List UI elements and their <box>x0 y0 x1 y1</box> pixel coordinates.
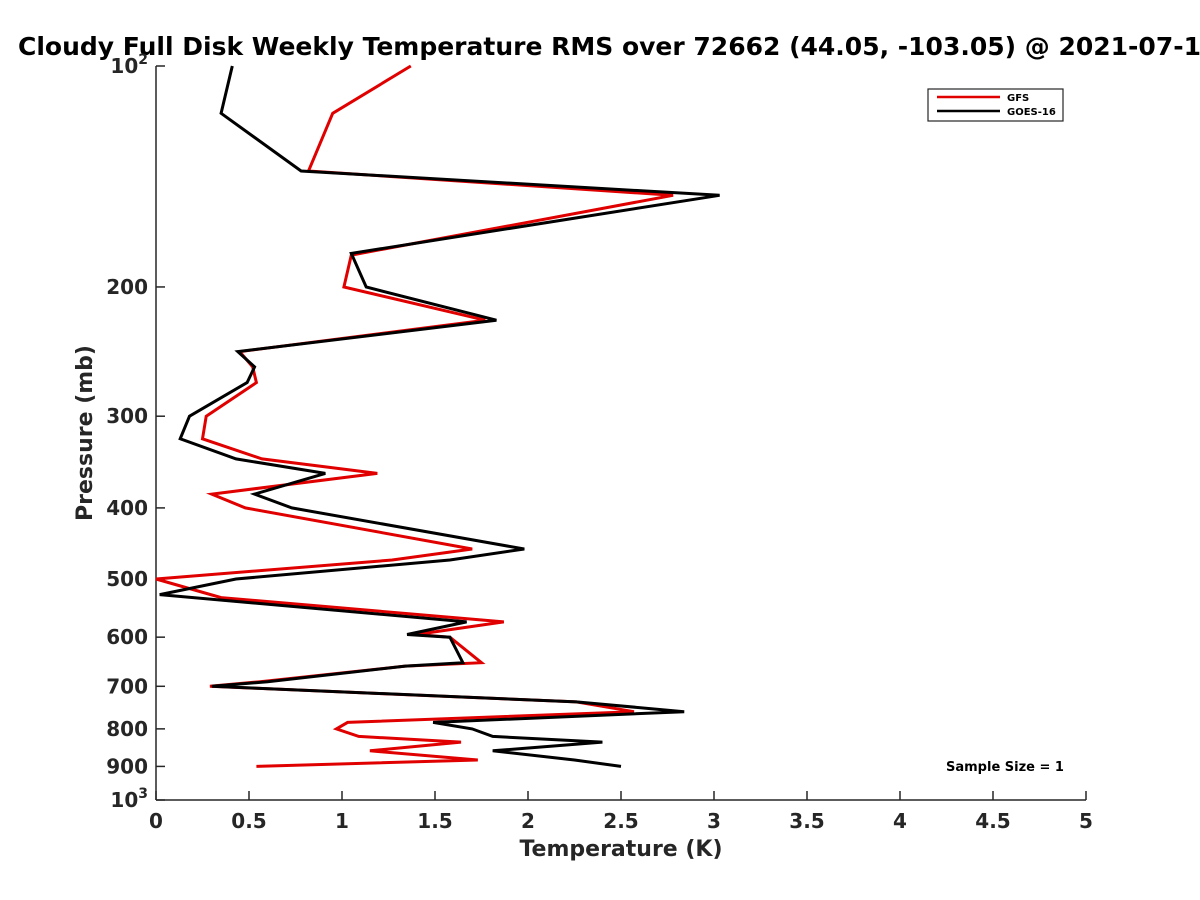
x-tick-label: 0.5 <box>231 809 266 833</box>
x-tick-label: 4.5 <box>975 809 1010 833</box>
legend-box <box>927 88 1064 122</box>
y-tick-label: 400 <box>106 496 148 520</box>
x-tick-label: 2.5 <box>603 809 638 833</box>
series-line-goes16 <box>159 65 720 768</box>
legend-label-gfs: GFS <box>1007 93 1029 104</box>
y-axis-label: Pressure (mb) <box>73 345 98 521</box>
legend: GFS GOES-16 <box>927 88 1064 122</box>
y-tick-label: 300 <box>106 404 148 428</box>
legend-label-goes16: GOES-16 <box>1007 107 1056 118</box>
x-tick-label: 4 <box>893 809 907 833</box>
y-tick-label: 103 <box>110 786 148 812</box>
y-tick-label: 600 <box>106 625 148 649</box>
chart-title: Cloudy Full Disk Weekly Temperature RMS … <box>18 32 1200 61</box>
y-tick-label: 200 <box>106 275 148 299</box>
sample-size-note: Sample Size = 1 <box>946 760 1064 775</box>
x-tick-label: 0 <box>149 809 163 833</box>
x-tick-label: 3.5 <box>789 809 824 833</box>
x-ticks: 0 0.5 1 1.5 2 2.5 3 3.5 4 4.5 5 <box>149 791 1093 833</box>
x-tick-label: 1.5 <box>417 809 452 833</box>
series-layer <box>155 64 720 768</box>
y-tick-label: 500 <box>106 567 148 591</box>
x-axis-label: Temperature (K) <box>519 837 722 862</box>
y-tick-label: 700 <box>106 674 148 698</box>
x-tick-label: 3 <box>707 809 721 833</box>
y-tick-label: 900 <box>106 754 148 778</box>
y-tick-label: 102 <box>110 52 148 78</box>
y-tick-label: 800 <box>106 717 148 741</box>
x-tick-label: 2 <box>521 809 535 833</box>
x-tick-label: 5 <box>1079 809 1093 833</box>
series-line-gfs <box>155 64 674 768</box>
x-tick-label: 1 <box>335 809 349 833</box>
y-ticks: 102 200 300 400 500 600 700 800 900 103 <box>106 52 165 812</box>
